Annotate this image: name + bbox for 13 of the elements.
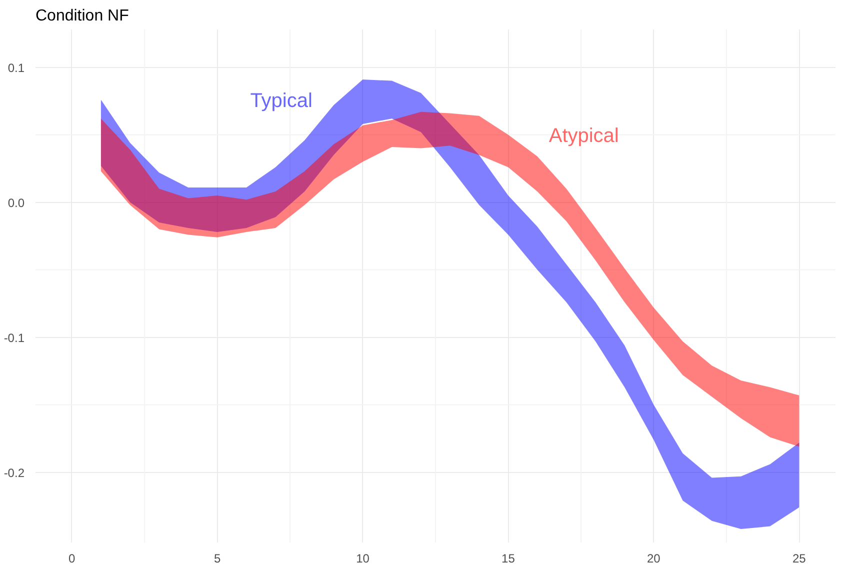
x-tick-label: 20 (647, 552, 661, 566)
y-tick-label: 0.1 (8, 60, 25, 75)
x-tick-label: 10 (356, 552, 370, 566)
legend-label: Typical (250, 90, 312, 112)
x-tick-label: 15 (502, 552, 516, 566)
x-tick-label: 25 (792, 552, 806, 566)
y-tick-label: -0.1 (4, 330, 25, 345)
chart-title: Condition NF (36, 8, 130, 24)
legend-label: Atypical (548, 125, 619, 148)
y-tick-label: -0.2 (4, 466, 25, 480)
x-tick-label: 5 (214, 552, 221, 566)
y-tick-label: 0.0 (8, 196, 25, 210)
x-tick-label: 0 (68, 552, 76, 566)
